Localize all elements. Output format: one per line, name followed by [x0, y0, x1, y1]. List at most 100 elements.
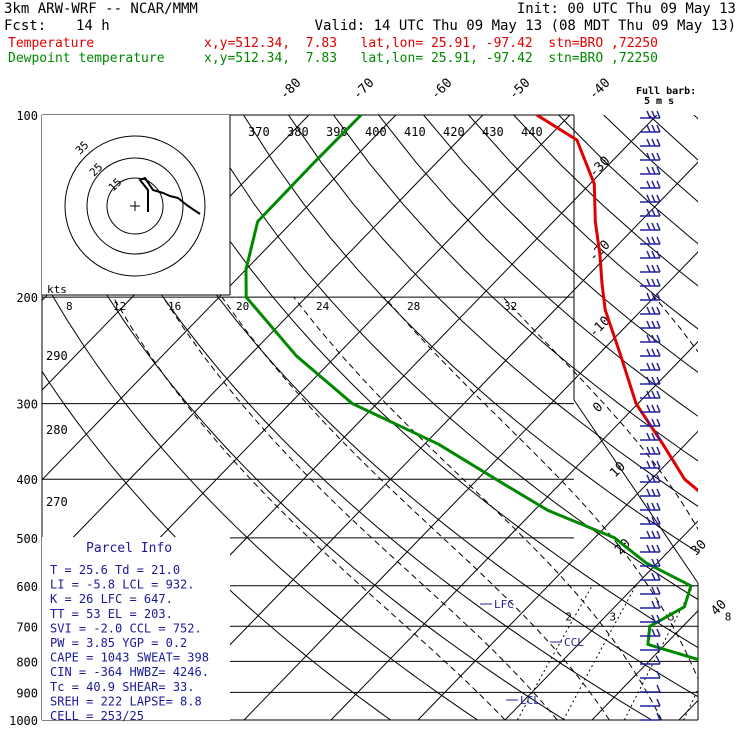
barb-flag [651, 572, 656, 581]
theta-label: 440 [521, 125, 543, 139]
barb-flag [651, 124, 656, 133]
wind-barb [640, 124, 661, 133]
barb-flag [651, 208, 656, 217]
wind-barb [640, 418, 661, 427]
wind-barb [640, 628, 661, 637]
wind-barb [640, 432, 661, 441]
wind-barbs [640, 110, 661, 721]
barb-flag [646, 208, 651, 217]
wind-barb [640, 306, 661, 315]
barb-flag [651, 432, 656, 441]
barb-flag [656, 600, 661, 609]
barb-flag [646, 376, 651, 385]
barb-flag [646, 180, 651, 189]
barb-flag [656, 376, 661, 385]
parcel-row: K = 26 LFC = 647. [50, 592, 173, 606]
hodograph-unit: kts [47, 283, 67, 296]
dry-adiabat-line [693, 115, 698, 120]
barb-flag [656, 404, 661, 413]
annotation-label: LFC [494, 598, 514, 611]
model-title: 3km ARW-WRF -- NCAR/MMM [4, 1, 198, 17]
parcel-row: CELL = 253/25 [50, 709, 144, 723]
theta-label: 400 [365, 125, 387, 139]
mixing-ratio-line [683, 688, 698, 720]
parcel-row: PW = 3.85 YGP = 0.2 [50, 636, 187, 650]
dry-adiabat-line [197, 115, 698, 601]
barb-flag [646, 292, 651, 301]
barb-flag [656, 110, 661, 119]
barb-flag [646, 460, 651, 469]
moist-adiabat-line [384, 296, 698, 681]
wind-barb [640, 208, 661, 217]
isotherm-line [678, 699, 698, 720]
pressure-label: 300 [16, 398, 38, 412]
barb-flag [656, 474, 661, 483]
barb-flag [656, 236, 661, 245]
pressure-label: 700 [16, 620, 38, 634]
barb-flag [651, 614, 656, 623]
barb-flag [656, 124, 661, 133]
dry-adiabat-line [42, 172, 565, 720]
pressure-label: 1000 [9, 714, 38, 728]
dry-adiabat-line [378, 115, 698, 417]
wind-barb [640, 474, 661, 483]
barb-flag [651, 152, 656, 161]
barb-flag [646, 348, 651, 357]
mixing-ratio-label: 2 [565, 610, 572, 623]
barb-flag [656, 306, 661, 315]
barb-flag [646, 152, 651, 161]
isotherm-line [42, 115, 484, 571]
parcel-info-title: Parcel Info [86, 541, 172, 556]
barb-flag [646, 390, 651, 399]
barb-flag [651, 390, 656, 399]
barb-flag [656, 712, 661, 721]
pressure-label: 400 [16, 473, 38, 487]
barb-flag [656, 558, 661, 567]
barb-flag [651, 516, 656, 525]
wind-barb [640, 544, 661, 553]
barb-flag [656, 348, 661, 357]
dry-adiabat-line [62, 115, 652, 720]
pressure-label: 500 [16, 532, 38, 546]
hodograph-speed-tick: 16 [168, 300, 181, 313]
isotherm-label: -60 [428, 76, 455, 103]
moist-adiabat-line [221, 296, 610, 720]
isotherm-label: -80 [277, 76, 304, 103]
barb-flag [656, 418, 661, 427]
wind-barb [640, 236, 661, 245]
barb-flag [651, 488, 656, 497]
dry-adiabat-line [243, 115, 698, 554]
dewpoint-location: x,y=512.34, 7.83 lat,lon= 25.91, -97.42 … [204, 51, 658, 66]
init-time: Init: 00 UTC Thu 09 May 13 [516, 1, 736, 17]
wind-barb [640, 264, 661, 273]
barb-flag [646, 138, 651, 147]
barb-flag [656, 628, 661, 637]
wind-barb [640, 334, 661, 343]
wind-barb [640, 614, 661, 623]
hodograph-speed-tick: 24 [316, 300, 330, 313]
barb-flag [646, 544, 651, 553]
barb-flag [646, 264, 651, 273]
barb-flag [656, 656, 661, 665]
barb-flag [651, 222, 656, 231]
wind-barb [640, 502, 661, 511]
isotherm-label: -70 [350, 76, 377, 103]
mixing-ratio-label: 5 [668, 610, 675, 623]
wind-barb [640, 572, 661, 581]
barb-flag [656, 250, 661, 259]
barb-legend-label: Full barb: [636, 86, 696, 97]
barb-flag [656, 488, 661, 497]
barb-flag [656, 166, 661, 175]
isotherm-line [591, 610, 698, 720]
wind-barb [640, 180, 661, 189]
dry-adiabat-line [423, 115, 698, 373]
theta-label-left: 280 [46, 423, 68, 437]
wind-barb [640, 110, 661, 119]
barb-flag [651, 586, 656, 595]
barb-flag [651, 376, 656, 385]
barb-flag [656, 614, 661, 623]
barb-flag [656, 642, 661, 651]
wind-barb [640, 670, 661, 679]
barb-flag [656, 530, 661, 539]
